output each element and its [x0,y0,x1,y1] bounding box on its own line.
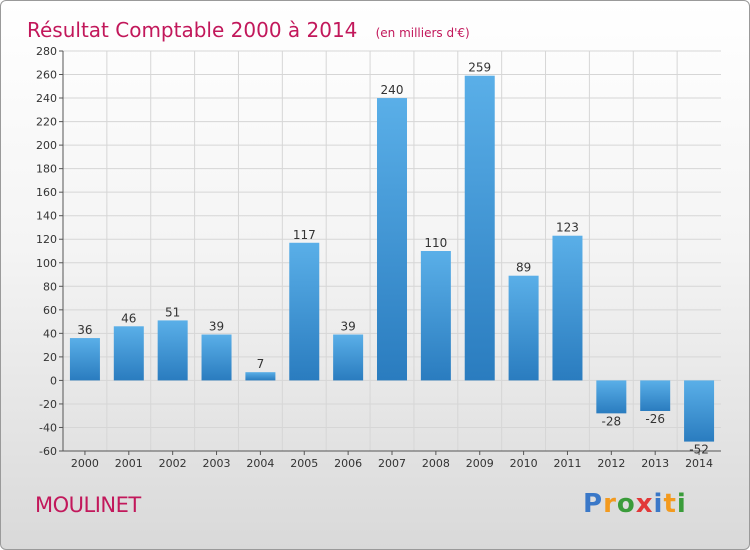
bar-2006 [333,334,364,381]
y-tick-label--20: -20 [39,398,57,411]
y-tick-label-40: 40 [43,327,57,340]
value-label-2012: -28 [602,414,622,428]
x-tick-label-2003: 2003 [203,457,231,470]
x-tick-label-2008: 2008 [422,457,450,470]
y-tick-label-260: 260 [36,69,57,82]
bar-2008 [420,251,451,381]
x-tick-label-2011: 2011 [553,457,581,470]
y-tick-label-140: 140 [36,210,57,223]
chart-title-main: Résultat Comptable 2000 à 2014 [27,18,358,42]
y-tick-label--60: -60 [39,445,57,458]
value-label-2010: 89 [516,261,531,275]
value-label-2005: 117 [293,228,316,242]
bar-2010 [508,275,539,381]
y-tick-label--40: -40 [39,421,57,434]
bar-2003 [201,334,232,381]
y-tick-label-120: 120 [36,233,57,246]
value-label-2004: 7 [257,357,265,371]
bar-2009 [464,75,495,381]
value-label-2011: 123 [556,221,579,235]
value-label-2014: -52 [689,443,709,457]
bar-2001 [113,326,144,381]
y-tick-label-0: 0 [50,374,57,387]
value-label-2008: 110 [424,236,447,250]
y-tick-label-180: 180 [36,163,57,176]
x-tick-label-2007: 2007 [378,457,406,470]
y-axis-ticks: -60 -40 -20 0 20 40 60 80 100 120 140 160 180 200 220 2… [36,45,63,458]
y-tick-label-220: 220 [36,116,57,129]
logo-letter-5: i [653,489,664,519]
x-tick-label-2005: 2005 [290,457,318,470]
value-label-2001: 46 [121,311,136,325]
bar-2005 [289,242,320,381]
bar-2002 [157,320,188,381]
y-tick-label-280: 280 [36,45,57,58]
x-tick-label-2000: 2000 [71,457,99,470]
bar-2011 [552,235,583,381]
y-tick-label-200: 200 [36,139,57,152]
value-label-2009: 259 [468,61,491,75]
y-tick-label-80: 80 [43,280,57,293]
x-tick-label-2009: 2009 [466,457,494,470]
x-axis-ticks: 2000 2001 2002 2003 2004 2005 2006 2007 2008 2009… [71,451,713,470]
bar-2013 [640,380,671,411]
chart-title: Résultat Comptable 2000 à 2014 (en milli… [27,7,470,45]
y-tick-label-100: 100 [36,257,57,270]
y-tick-label-20: 20 [43,351,57,364]
bar-2014 [684,380,715,442]
x-tick-label-2001: 2001 [115,457,143,470]
logo-letter-6: t [663,489,677,519]
bar-value-labels: 36 46 51 39 7 117 39 240 110 259 89 123 -28 -26 -52 [77,61,709,457]
logo-letter-7: i [676,489,687,519]
y-tick-label-160: 160 [36,186,57,199]
commune-name: MOULINET [35,493,141,517]
value-label-2007: 240 [381,83,404,97]
y-tick-label-240: 240 [36,92,57,105]
value-label-2000: 36 [77,323,92,337]
bar-2000 [69,338,100,381]
value-label-2013: -26 [645,412,665,426]
logo-letter-4: x [635,489,654,519]
logo-letter-2: r [603,489,617,519]
value-label-2003: 39 [209,320,224,334]
x-tick-label-2012: 2012 [597,457,625,470]
proxiti-logo[interactable]: Proxiti [583,489,687,519]
logo-letter-3: o [616,489,636,519]
value-label-2002: 51 [165,305,180,319]
bar-2004 [245,372,276,381]
x-tick-label-2013: 2013 [641,457,669,470]
x-tick-label-2004: 2004 [246,457,274,470]
bars [69,75,715,442]
bar-2007 [377,98,407,381]
logo-letter-1: P [583,489,604,519]
x-tick-label-2014: 2014 [685,457,713,470]
y-tick-label-60: 60 [43,304,57,317]
bar-2012 [596,380,627,414]
x-tick-label-2010: 2010 [510,457,538,470]
chart-title-unit: (en milliers d'€) [375,26,470,40]
x-tick-label-2006: 2006 [334,457,362,470]
value-label-2006: 39 [340,320,355,334]
x-tick-label-2002: 2002 [159,457,187,470]
